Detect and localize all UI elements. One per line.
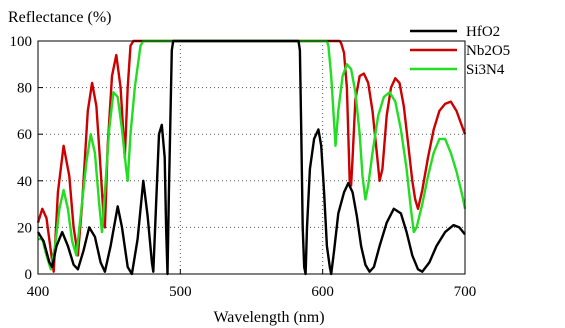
series-line-nb2o5 bbox=[36, 39, 467, 273]
x-tick-label-600: 600 bbox=[311, 284, 334, 300]
legend-label-si3n4: Si3N4 bbox=[466, 62, 505, 78]
x-tick-label-500: 500 bbox=[169, 284, 192, 300]
y-tick-label-20: 20 bbox=[17, 220, 32, 236]
y-tick-label-40: 40 bbox=[17, 174, 32, 190]
series-layer bbox=[36, 39, 467, 276]
legend-label-nb2o5: Nb2O5 bbox=[466, 43, 510, 59]
x-axis-title: Wavelength (nm) bbox=[213, 309, 324, 326]
y-tick-label-0: 0 bbox=[25, 267, 33, 283]
y-tick-label-80: 80 bbox=[17, 81, 32, 97]
y-axis-title: Reflectance (%) bbox=[8, 9, 111, 26]
ticks: 0 20 40 60 80 100 400 500 600 700 bbox=[10, 34, 477, 300]
grid bbox=[38, 40, 465, 274]
legend-label-hfo2: HfO2 bbox=[466, 24, 500, 40]
x-tick-label-700: 700 bbox=[454, 284, 477, 300]
series-line-hfo2 bbox=[36, 39, 466, 276]
legend: HfO2 Nb2O5 Si3N4 bbox=[410, 24, 510, 78]
x-tick-label-400: 400 bbox=[27, 284, 50, 300]
plot-frame bbox=[37, 40, 466, 275]
series-line-si3n4 bbox=[38, 39, 467, 271]
y-tick-label-60: 60 bbox=[17, 127, 32, 143]
y-tick-label-100: 100 bbox=[10, 34, 33, 50]
